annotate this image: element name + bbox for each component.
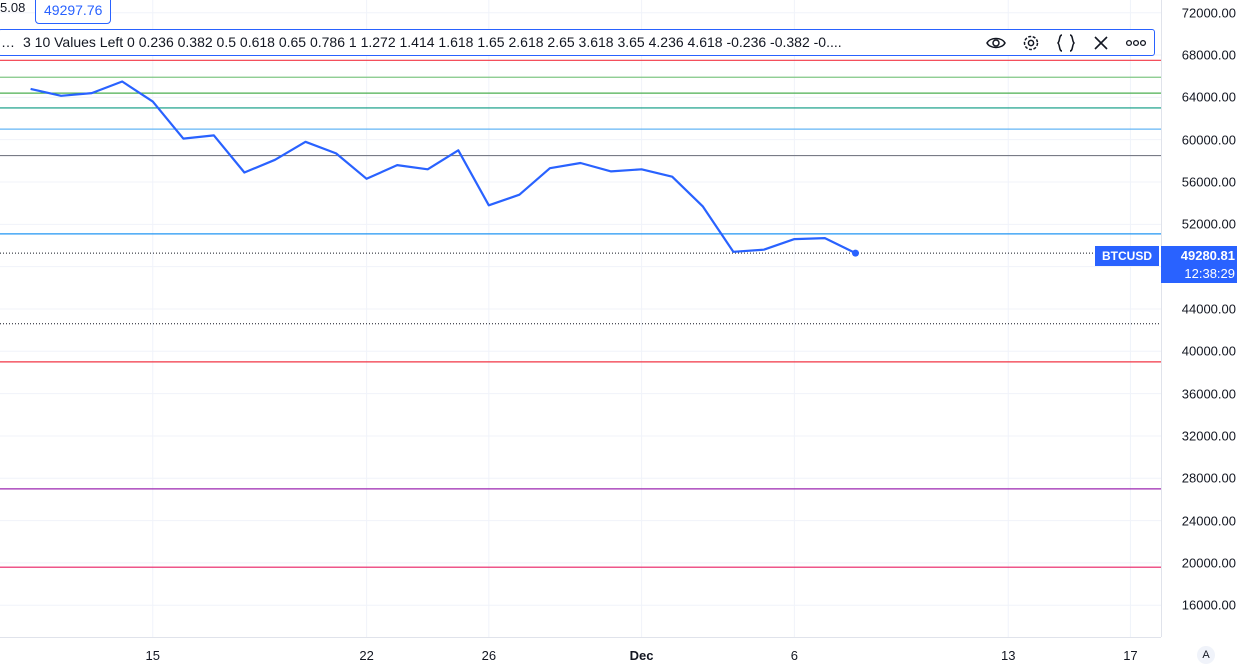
price-tick-label: 60000.00 xyxy=(1181,132,1236,148)
last-price-badge: 49280.81 12:38:29 xyxy=(1161,246,1237,283)
price-tick-label: 52000.00 xyxy=(1181,216,1236,232)
time-tick-label: 13 xyxy=(1001,648,1016,663)
price-chart[interactable] xyxy=(0,0,1161,637)
eye-icon[interactable] xyxy=(985,32,1007,54)
close-icon[interactable] xyxy=(1090,32,1112,54)
legend-last-value: 49297.76 xyxy=(35,0,112,24)
price-tick-label: 16000.00 xyxy=(1181,597,1236,613)
time-axis[interactable]: 15 22 26 Dec 6 13 17 xyxy=(0,637,1161,671)
price-tick-label: 72000.00 xyxy=(1181,5,1236,21)
bar-countdown: 12:38:29 xyxy=(1184,266,1235,281)
auto-scale-button[interactable]: A xyxy=(1197,646,1215,664)
time-tick-label: 22 xyxy=(359,648,374,663)
price-tick-label: 36000.00 xyxy=(1181,386,1236,402)
price-axis[interactable]: 16000.00 20000.00 24000.00 28000.00 32000.00… xyxy=(1161,0,1237,637)
symbol-badge: BTCUSD xyxy=(1095,246,1159,266)
time-tick-label: 17 xyxy=(1123,648,1138,663)
price-tick-label: 64000.00 xyxy=(1181,89,1236,105)
price-tick-label: 24000.00 xyxy=(1181,513,1236,529)
price-tick-label: 56000.00 xyxy=(1181,174,1236,190)
gear-icon[interactable] xyxy=(1020,32,1042,54)
price-tick-label: 68000.00 xyxy=(1181,47,1236,63)
last-price-value: 49280.81 xyxy=(1180,248,1235,263)
chart-pane[interactable]: 5.08 49297.76 … 3 10 Values Left 0 0.236… xyxy=(0,0,1161,637)
price-tick-label: 20000.00 xyxy=(1181,555,1236,571)
more-icon[interactable] xyxy=(1125,32,1147,54)
time-tick-label: 6 xyxy=(790,648,798,663)
fib-retracement-toolbar[interactable]: … 3 10 Values Left 0 0.236 0.382 0.5 0.6… xyxy=(0,29,1155,56)
price-line xyxy=(30,80,856,255)
legend-previous-value: 5.08 xyxy=(0,0,26,15)
price-tick-label: 40000.00 xyxy=(1181,343,1236,359)
fib-overflow-ellipsis: … xyxy=(1,34,15,50)
price-tick-label: 32000.00 xyxy=(1181,428,1236,444)
braces-icon[interactable] xyxy=(1055,32,1077,54)
price-tick-label: 44000.00 xyxy=(1181,301,1236,317)
time-tick-label: 26 xyxy=(481,648,497,663)
price-tick-label: 28000.00 xyxy=(1181,470,1236,486)
fib-levels-label[interactable]: 3 10 Values Left 0 0.236 0.382 0.5 0.618… xyxy=(23,34,842,50)
time-tick-label: Dec xyxy=(629,648,654,663)
last-price-dot xyxy=(851,249,859,257)
time-tick-label: 15 xyxy=(145,648,160,663)
